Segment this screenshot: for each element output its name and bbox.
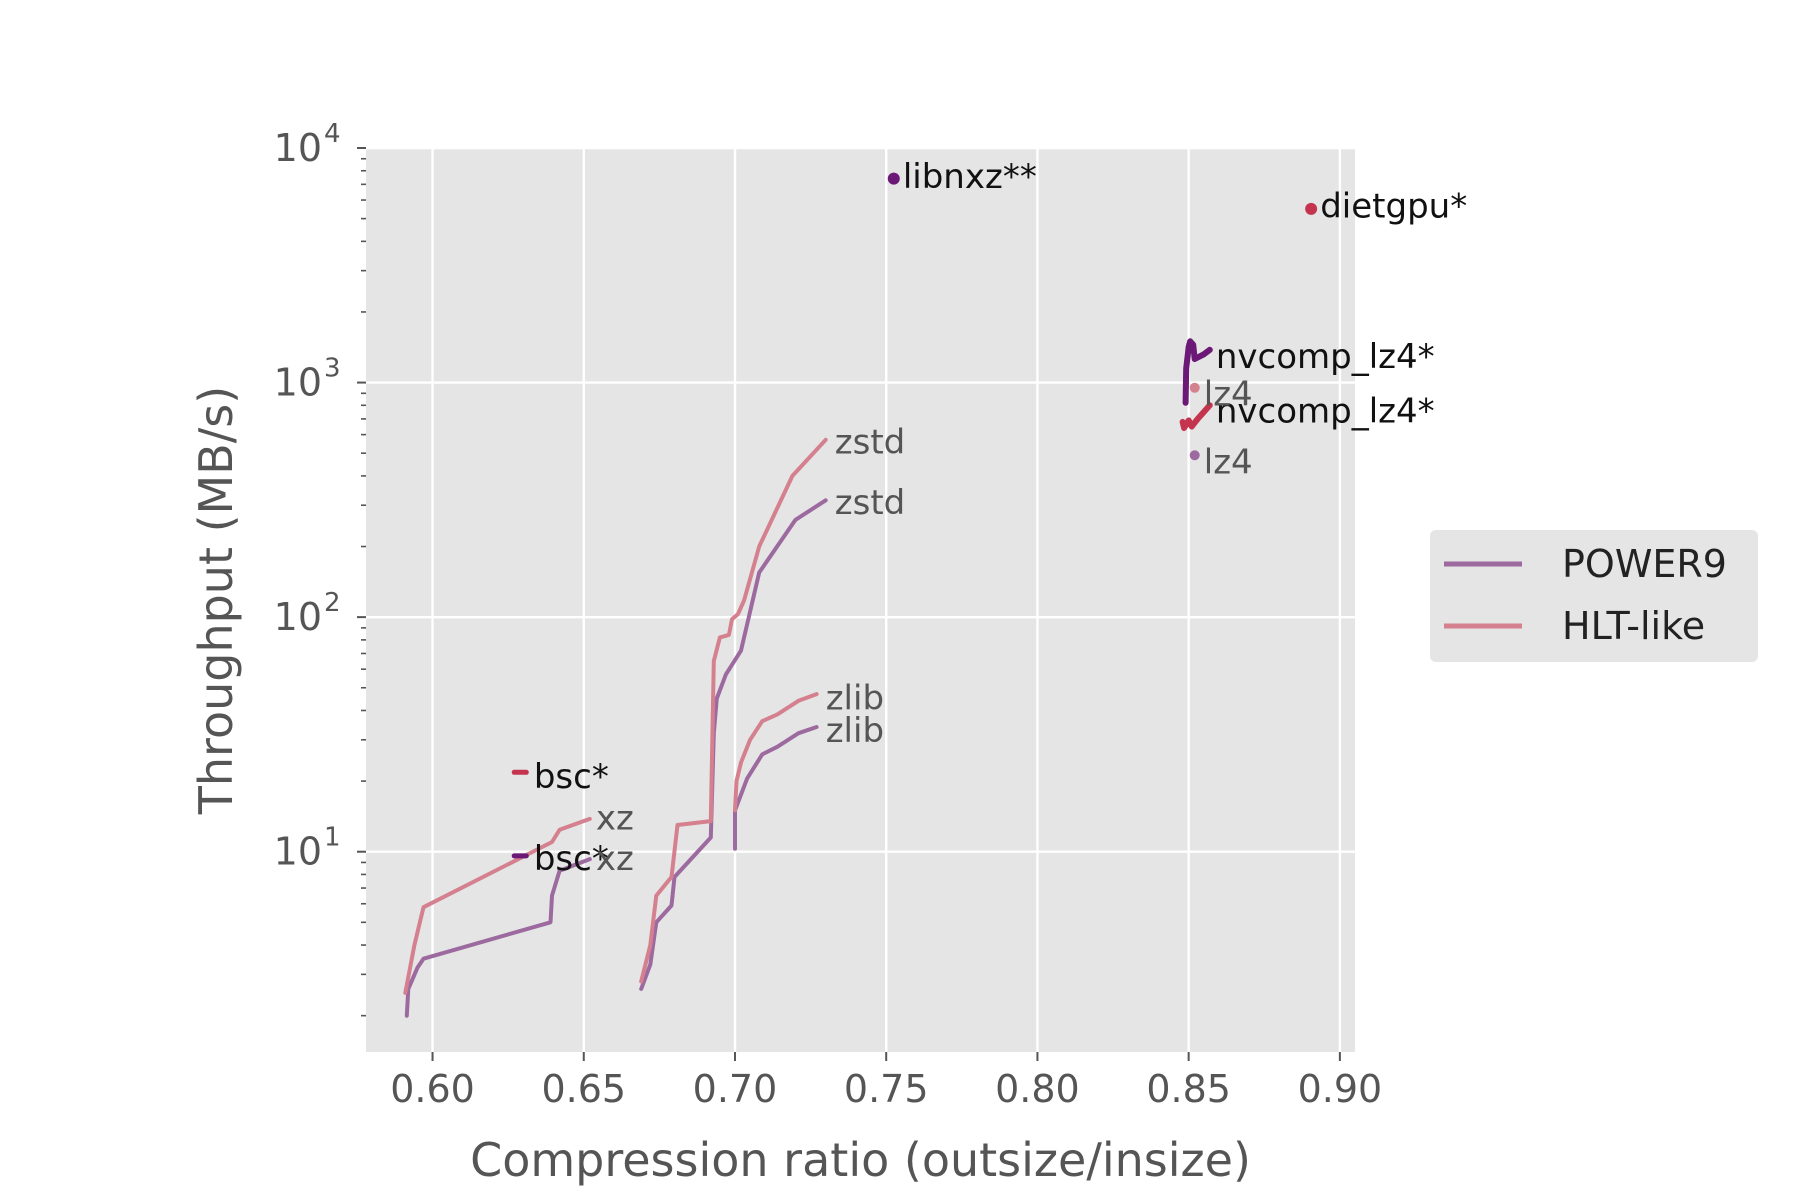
x-tick-label: 0.65	[541, 1067, 626, 1111]
x-tick-label: 0.85	[1146, 1067, 1231, 1111]
x-tick-label: 0.80	[995, 1067, 1080, 1111]
y-tick-label: 10	[274, 361, 322, 405]
y-minor-ticks	[361, 157, 366, 1017]
series-label: libnxz**	[903, 157, 1037, 197]
y-tick-exponent: 4	[324, 119, 341, 149]
y-tick-label: 10	[274, 126, 322, 170]
series-label: lz4	[1204, 374, 1253, 414]
series-label: lz4	[1204, 443, 1253, 483]
series-label: nvcomp_lz4*	[1216, 337, 1435, 377]
grid	[366, 146, 1355, 1052]
point-libnxz-	[887, 172, 900, 185]
y-tick-label: 10	[274, 830, 322, 874]
x-tick-label: 0.60	[390, 1067, 475, 1111]
point-lz4	[1189, 450, 1200, 461]
series-label: bsc*	[534, 757, 609, 797]
series-label: zlib	[826, 711, 884, 751]
x-axis-ticks: 0.60 0.65 0.70 0.75 0.80 0.85 0.90	[390, 1052, 1382, 1111]
series-label: zlib	[826, 678, 884, 718]
y-tick-label: 10	[274, 595, 322, 639]
series-line-nvcomp-lz4-	[1182, 338, 1213, 406]
series-points	[887, 172, 1318, 461]
series-line-nvcomp-lz4-	[1179, 402, 1213, 431]
series-label: nvcomp_lz4*	[1216, 392, 1435, 432]
x-tick-label: 0.90	[1298, 1067, 1383, 1111]
y-tick-exponent: 2	[324, 588, 341, 618]
y-tick-exponent: 3	[324, 354, 341, 384]
series-label: xz	[596, 798, 634, 838]
point-dietgpu-	[1305, 202, 1318, 215]
series-lines	[403, 338, 1213, 1018]
series-line-zlib	[733, 692, 819, 813]
x-axis-title: Compression ratio (outsize/insize)	[470, 1133, 1251, 1187]
series-line-zstd	[639, 437, 828, 984]
point-lz4	[1189, 382, 1200, 393]
legend: POWER9 HLT-like	[1430, 530, 1758, 662]
plot-background	[366, 148, 1355, 1052]
x-tick-label: 0.70	[693, 1067, 778, 1111]
y-axis-title: Throughput (MB/s)	[189, 386, 243, 815]
series-label: dietgpu*	[1320, 186, 1467, 226]
series-label: zstd	[835, 483, 905, 523]
y-tick-exponent: 1	[324, 823, 341, 853]
series-label: bsc*	[534, 839, 609, 879]
x-tick-label: 0.75	[844, 1067, 929, 1111]
legend-label: POWER9	[1562, 542, 1727, 586]
series-line-xz	[403, 816, 592, 995]
series-label: xz	[596, 839, 634, 879]
legend-label: HLT-like	[1562, 604, 1705, 648]
series-label: zstd	[835, 423, 905, 463]
series-line-xz	[404, 857, 592, 1018]
series-labels: libnxz**dietgpu*nvcomp_lz4*nvcomp_lz4*lz…	[534, 157, 1467, 879]
